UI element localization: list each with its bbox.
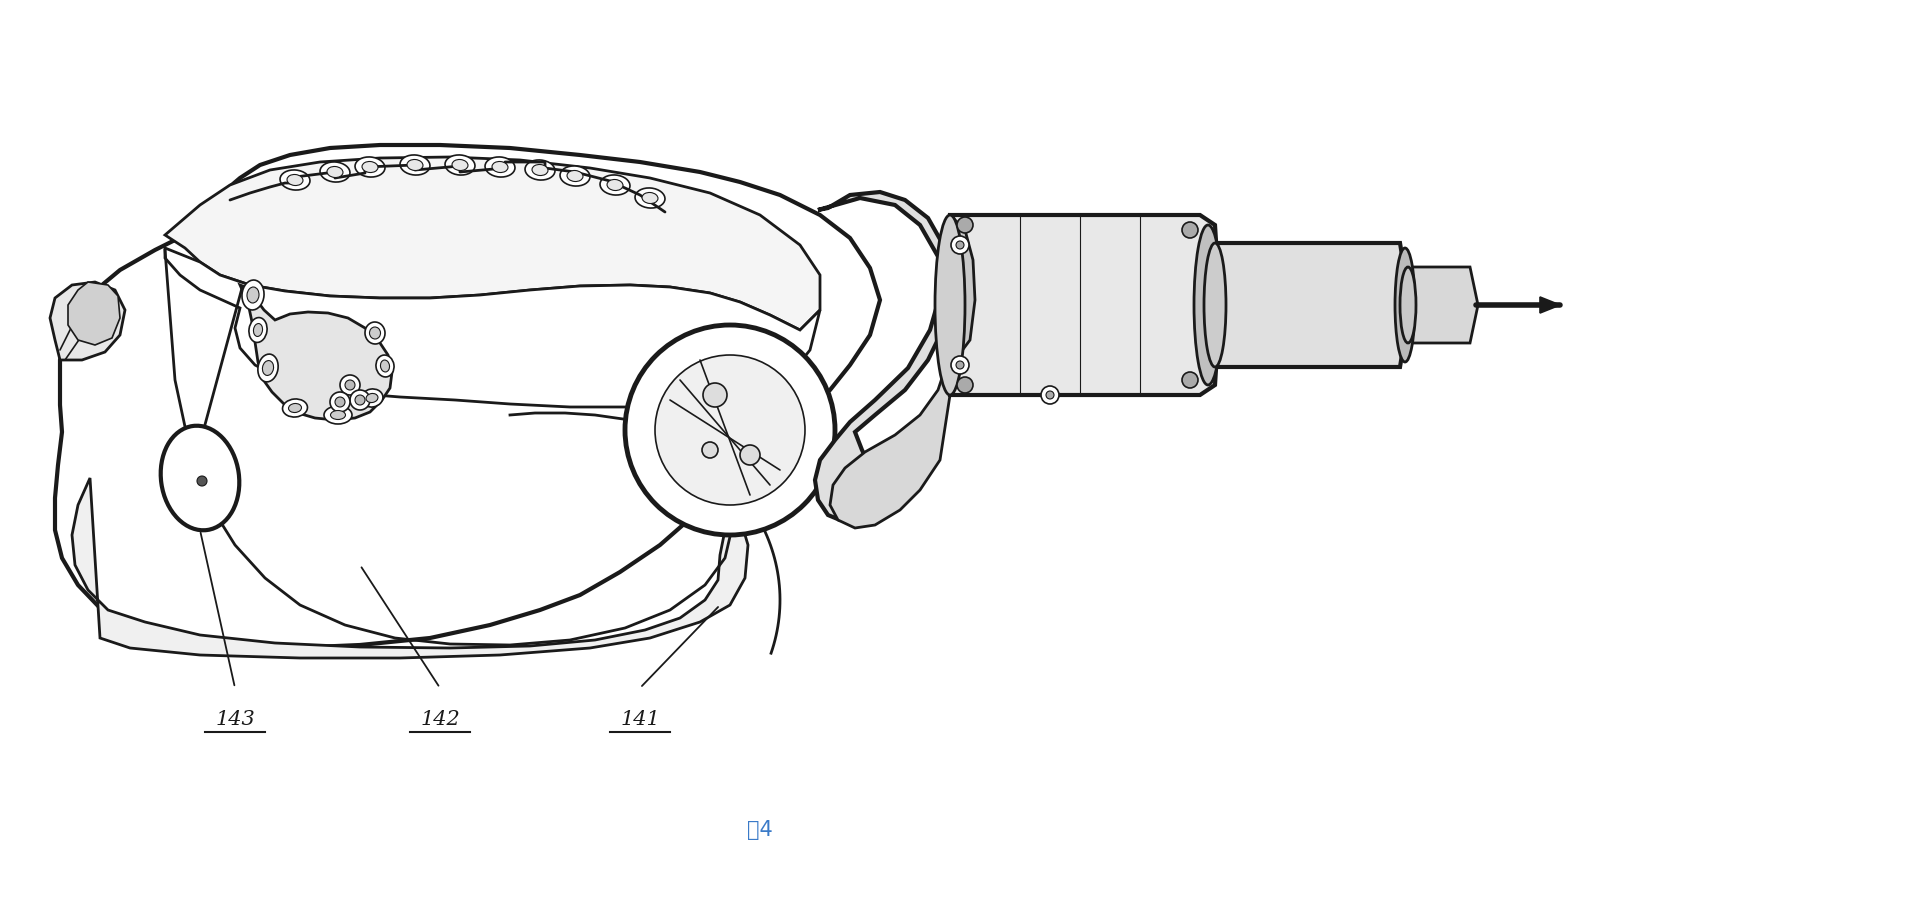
Circle shape (626, 325, 835, 535)
Ellipse shape (324, 406, 351, 424)
Ellipse shape (399, 155, 430, 175)
Ellipse shape (280, 170, 309, 190)
Circle shape (1183, 372, 1198, 388)
Circle shape (198, 476, 207, 486)
Ellipse shape (326, 166, 344, 177)
Ellipse shape (355, 157, 386, 177)
Ellipse shape (407, 160, 422, 171)
Text: 143: 143 (215, 710, 255, 729)
Ellipse shape (365, 322, 386, 344)
Polygon shape (56, 145, 879, 648)
Circle shape (340, 375, 361, 395)
Circle shape (703, 383, 728, 407)
Ellipse shape (286, 174, 303, 185)
Circle shape (956, 377, 973, 393)
Polygon shape (67, 282, 119, 345)
Polygon shape (1540, 297, 1559, 313)
Circle shape (956, 241, 964, 249)
Circle shape (956, 217, 973, 233)
Polygon shape (950, 215, 1219, 395)
Ellipse shape (566, 171, 584, 182)
Text: 图4: 图4 (747, 820, 774, 840)
Ellipse shape (363, 162, 378, 173)
Polygon shape (73, 478, 749, 658)
Ellipse shape (250, 318, 267, 342)
Ellipse shape (330, 411, 346, 419)
Ellipse shape (636, 188, 664, 208)
Ellipse shape (1194, 225, 1221, 385)
Ellipse shape (376, 355, 394, 377)
Ellipse shape (561, 166, 589, 186)
Ellipse shape (607, 180, 622, 191)
Ellipse shape (935, 215, 966, 395)
Polygon shape (1407, 267, 1478, 343)
Ellipse shape (248, 287, 259, 303)
Circle shape (703, 442, 718, 458)
Polygon shape (943, 220, 975, 360)
Ellipse shape (321, 162, 349, 182)
Circle shape (1041, 386, 1060, 404)
Circle shape (950, 236, 970, 254)
Polygon shape (814, 192, 950, 520)
Ellipse shape (1396, 248, 1415, 362)
Ellipse shape (367, 394, 378, 403)
Circle shape (355, 395, 365, 405)
Circle shape (349, 390, 371, 410)
Polygon shape (165, 248, 820, 407)
Polygon shape (240, 285, 392, 420)
Ellipse shape (361, 389, 382, 407)
Ellipse shape (524, 160, 555, 180)
Ellipse shape (263, 361, 273, 375)
Polygon shape (50, 282, 125, 360)
Ellipse shape (369, 327, 380, 339)
Circle shape (1183, 222, 1198, 238)
Ellipse shape (532, 164, 547, 175)
Text: 142: 142 (420, 710, 461, 729)
Ellipse shape (641, 193, 659, 204)
Ellipse shape (601, 175, 630, 195)
Text: 141: 141 (620, 710, 660, 729)
Ellipse shape (1204, 243, 1227, 367)
Circle shape (655, 355, 804, 505)
Ellipse shape (492, 162, 509, 173)
Circle shape (346, 380, 355, 390)
Ellipse shape (257, 354, 278, 382)
Polygon shape (1215, 243, 1409, 367)
Ellipse shape (451, 160, 468, 171)
Circle shape (1046, 391, 1054, 399)
Ellipse shape (1400, 267, 1417, 343)
Circle shape (739, 445, 760, 465)
Ellipse shape (161, 425, 240, 530)
Polygon shape (165, 157, 820, 330)
Ellipse shape (242, 280, 265, 310)
Circle shape (334, 397, 346, 407)
Ellipse shape (380, 360, 390, 372)
Circle shape (956, 361, 964, 369)
Circle shape (330, 392, 349, 412)
Ellipse shape (253, 323, 263, 337)
Ellipse shape (445, 155, 474, 175)
Ellipse shape (486, 157, 515, 177)
Ellipse shape (288, 404, 301, 413)
Polygon shape (829, 215, 950, 528)
Ellipse shape (282, 399, 307, 417)
Circle shape (950, 356, 970, 374)
